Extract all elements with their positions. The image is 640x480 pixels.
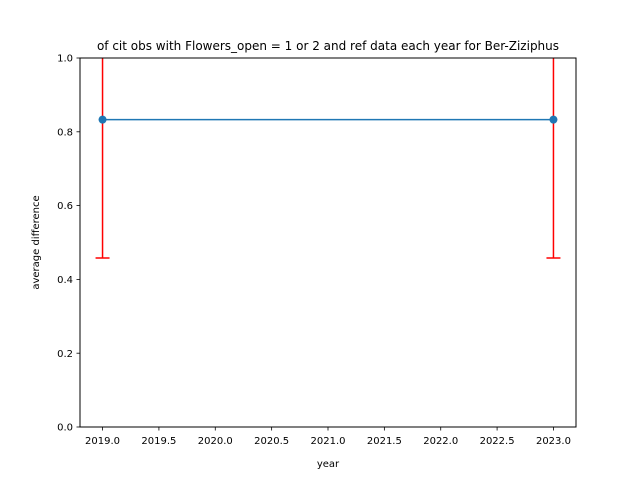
y-tick-label: 0.2 xyxy=(57,349,73,360)
x-tick-label: 2023.0 xyxy=(536,436,571,447)
x-tick-label: 2020.0 xyxy=(198,436,233,447)
y-tick-label: 0.4 xyxy=(57,275,73,286)
x-tick-label: 2020.5 xyxy=(254,436,289,447)
x-tick-label: 2022.5 xyxy=(480,436,515,447)
series-layer xyxy=(95,58,561,259)
y-axis-label: average difference xyxy=(31,195,42,289)
data-point xyxy=(98,115,107,124)
x-tick-label: 2021.0 xyxy=(311,436,346,447)
y-tick-label: 0.8 xyxy=(57,127,73,138)
x-axis-label: year xyxy=(317,459,340,470)
x-axis-ticks: 2019.0 2019.5 2020.0 2020.5 2021.0 2021.5 2022… xyxy=(85,427,571,447)
y-tick-label: 1.0 xyxy=(57,54,73,65)
x-tick-label: 2019.5 xyxy=(141,436,176,447)
x-tick-label: 2022.0 xyxy=(423,436,458,447)
data-point xyxy=(549,115,558,124)
plot-area xyxy=(80,58,576,427)
y-axis-ticks: 0.0 0.2 0.4 0.6 0.8 1.0 xyxy=(57,54,80,434)
x-tick-label: 2021.5 xyxy=(367,436,402,447)
y-tick-label: 0.6 xyxy=(57,201,73,212)
x-tick-label: 2019.0 xyxy=(85,436,120,447)
chart-title: of cit obs with Flowers_open = 1 or 2 an… xyxy=(97,39,559,53)
y-tick-label: 0.0 xyxy=(57,423,73,434)
